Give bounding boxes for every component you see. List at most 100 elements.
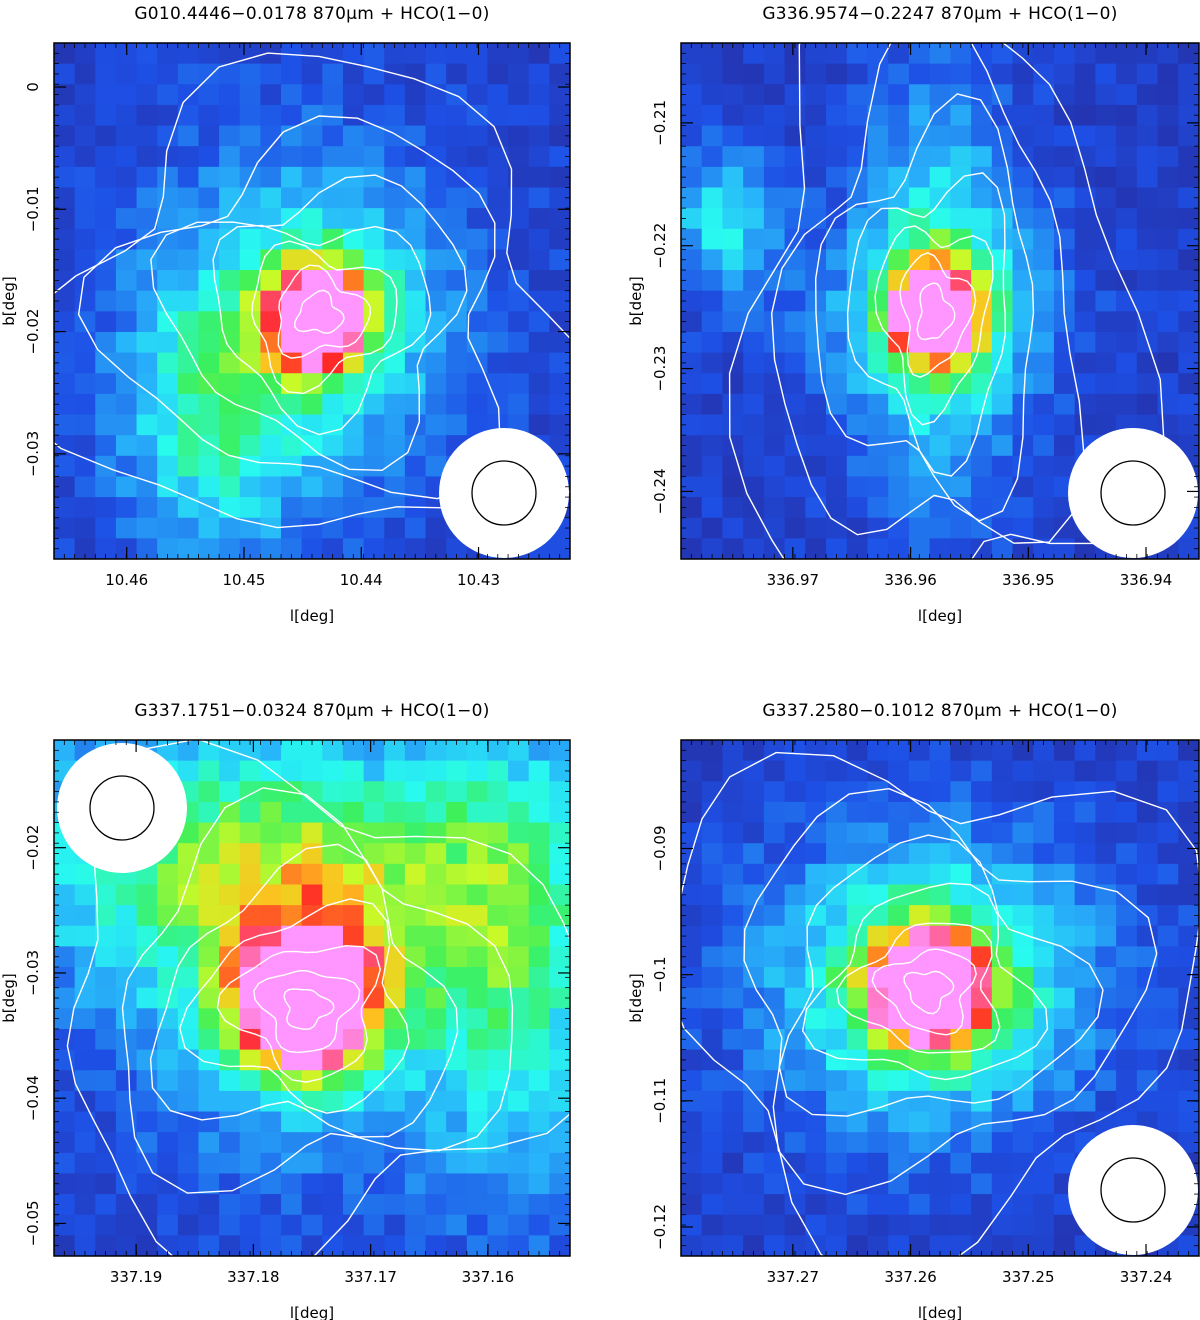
- map-pixel: [198, 249, 220, 271]
- map-pixel: [363, 414, 385, 436]
- map-pixel: [846, 290, 869, 312]
- map-pixel: [888, 946, 910, 968]
- map-pixel: [549, 228, 570, 250]
- map-pixel: [549, 331, 570, 354]
- map-pixel: [681, 1214, 703, 1236]
- map-pixel: [805, 43, 827, 65]
- map-pixel: [846, 538, 869, 559]
- map-pixel: [1074, 781, 1096, 803]
- map-pixel: [805, 1049, 827, 1071]
- map-pixel: [846, 740, 869, 762]
- map-pixel: [74, 1111, 96, 1133]
- map-pixel: [743, 1090, 765, 1113]
- map-pixel: [826, 435, 848, 457]
- map-pixel: [1012, 822, 1034, 844]
- map-pixel: [446, 967, 468, 989]
- map-pixel: [177, 270, 200, 292]
- map-pixel: [404, 1008, 427, 1030]
- map-pixel: [805, 1008, 827, 1030]
- map-pixel: [1157, 905, 1179, 927]
- map-pixel: [342, 43, 365, 65]
- map-pixel: [115, 517, 138, 539]
- map-pixel: [363, 822, 385, 844]
- map-pixel: [1053, 166, 1076, 189]
- map-pixel: [784, 208, 806, 230]
- map-pixel: [1116, 987, 1138, 1009]
- map-pixel: [219, 352, 241, 374]
- map-pixel: [867, 290, 889, 312]
- map-pixel: [281, 538, 303, 559]
- map-pixel: [95, 987, 117, 1009]
- map-pixel: [1053, 801, 1076, 824]
- map-pixel: [846, 1235, 869, 1256]
- map-pixel: [929, 497, 951, 519]
- map-pixel: [322, 290, 344, 312]
- map-pixel: [384, 863, 406, 886]
- map-pixel: [528, 1194, 550, 1216]
- map-pixel: [74, 1132, 96, 1154]
- map-pixel: [908, 905, 931, 927]
- map-pixel: [342, 311, 365, 333]
- map-pixel: [549, 1070, 570, 1092]
- map-pixel: [701, 1111, 724, 1133]
- map-pixel: [281, 63, 303, 85]
- map-pixel: [281, 1090, 303, 1113]
- map-pixel: [239, 1070, 261, 1092]
- map-pixel: [888, 863, 910, 886]
- map-pixel: [784, 63, 806, 85]
- map-pixel: [722, 1152, 744, 1175]
- map-pixel: [681, 1235, 703, 1256]
- map-pixel: [888, 538, 910, 559]
- map-pixel: [1012, 884, 1034, 906]
- map-pixel: [508, 905, 530, 927]
- map-pixel: [971, 435, 993, 457]
- map-pixel: [260, 208, 282, 230]
- map-pixel: [198, 311, 220, 333]
- map-pixel: [260, 228, 282, 250]
- map-pixel: [929, 1090, 951, 1113]
- map-pixel: [971, 1173, 993, 1195]
- map-pixel: [743, 187, 765, 209]
- map-pixel: [54, 208, 76, 230]
- map-pixel: [805, 843, 827, 865]
- map-pixel: [342, 63, 365, 85]
- map-pixel: [722, 497, 744, 519]
- map-pixel: [281, 822, 303, 844]
- x-tick-label: 10.45: [223, 571, 266, 589]
- map-pixel: [342, 249, 365, 271]
- map-pixel: [1033, 43, 1055, 65]
- map-pixel: [743, 517, 765, 539]
- map-pixel: [301, 987, 323, 1009]
- map-pixel: [95, 1070, 117, 1092]
- map-pixel: [929, 414, 951, 436]
- map-pixel: [115, 125, 138, 147]
- map-pixel: [177, 946, 200, 968]
- map-pixel: [281, 967, 303, 989]
- map-pixel: [404, 822, 427, 844]
- map-pixel: [95, 1090, 117, 1113]
- map-pixel: [743, 435, 765, 457]
- map-pixel: [54, 270, 76, 292]
- map-pixel: [322, 1235, 344, 1256]
- map-pixel: [846, 517, 869, 539]
- map-pixel: [157, 43, 179, 65]
- map-pixel: [363, 781, 385, 803]
- map-pixel: [1053, 352, 1076, 374]
- map-pixel: [260, 1090, 282, 1113]
- map-pixel: [198, 822, 220, 844]
- map-pixel: [701, 414, 724, 436]
- map-pixel: [805, 822, 827, 844]
- map-pixel: [1012, 187, 1034, 209]
- map-pixel: [867, 781, 889, 803]
- map-pixel: [404, 1173, 427, 1195]
- map-pixel: [681, 104, 703, 127]
- map-pixel: [198, 43, 220, 65]
- map-pixel: [177, 352, 200, 374]
- map-pixel: [1012, 1090, 1034, 1113]
- map-pixel: [971, 1028, 993, 1051]
- map-pixel: [1157, 352, 1179, 374]
- map-pixel: [1136, 967, 1159, 989]
- map-pixel: [219, 925, 241, 947]
- map-pixel: [177, 1235, 200, 1256]
- map-pixel: [239, 884, 261, 906]
